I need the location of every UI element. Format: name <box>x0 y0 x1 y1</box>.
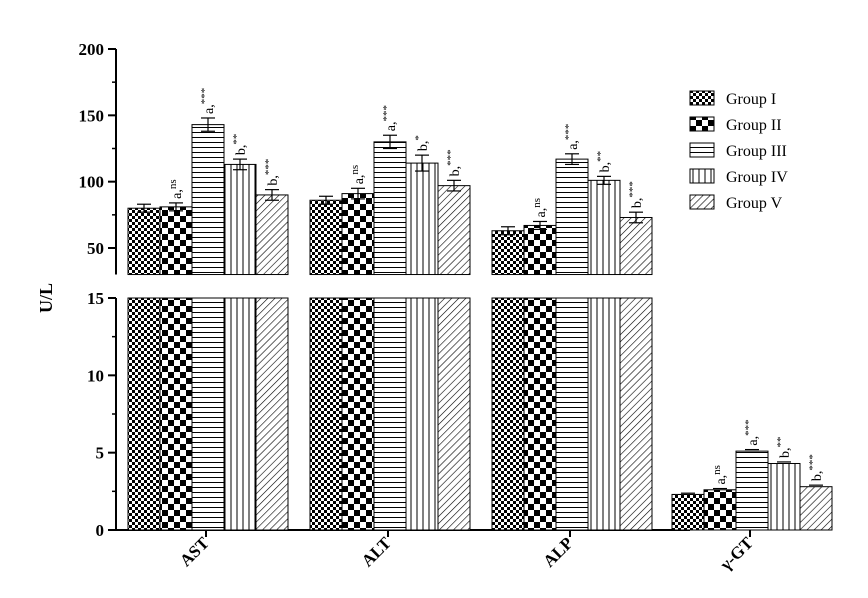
x-tick-label: AST <box>176 533 213 570</box>
significance-label: a,*** <box>381 105 399 131</box>
significance-label: a,ns <box>167 179 185 199</box>
significance-label: a,*** <box>743 419 761 445</box>
y-tick-label: 10 <box>87 366 104 385</box>
bar-lower-segment <box>437 297 471 531</box>
bar <box>619 216 653 276</box>
legend-swatch <box>689 168 715 184</box>
bar <box>341 193 375 276</box>
bar <box>309 199 343 276</box>
bar <box>735 450 769 531</box>
bar <box>703 489 737 531</box>
bar <box>223 163 257 276</box>
y-tick-label: 100 <box>79 173 105 192</box>
bar-lower-segment <box>555 297 589 531</box>
significance-label: b,*** <box>263 159 281 186</box>
bar-lower-segment <box>373 297 407 531</box>
bar <box>127 207 161 276</box>
bar <box>671 493 705 531</box>
significance-label: b,* <box>413 135 431 151</box>
bar-lower-segment <box>587 297 621 531</box>
bar-lower-segment <box>255 297 289 531</box>
bar <box>523 224 557 276</box>
x-tick-label: ALT <box>358 533 396 571</box>
legend-label: Group V <box>726 195 783 212</box>
bar-lower-segment <box>341 297 375 531</box>
y-tick-label: 200 <box>79 40 105 59</box>
significance-label: b,*** <box>627 181 645 208</box>
y-tick-label: 150 <box>79 106 105 125</box>
bar-lower-segment <box>127 297 161 531</box>
x-tick-label: ALP <box>539 533 576 570</box>
y-tick-label: 15 <box>87 289 104 308</box>
bar <box>437 185 471 276</box>
significance-label: a,ns <box>711 465 729 485</box>
bar-lower-segment <box>191 297 225 531</box>
significance-label: a,*** <box>563 124 581 150</box>
bar <box>799 486 833 531</box>
bar-lower-segment <box>309 297 343 531</box>
y-tick-label: 0 <box>96 521 105 540</box>
significance-label: b,** <box>231 134 249 156</box>
bars-layer: a,ns a,*** b,** b,*** a,ns a,*** b,* b,*** a,ns a… <box>127 88 833 531</box>
bar-lower-segment <box>491 297 525 531</box>
y-axis-label: U/L <box>36 283 56 313</box>
legend-swatch <box>689 90 715 106</box>
legend-label: Group II <box>726 117 782 134</box>
y-tick-label: 5 <box>96 444 105 463</box>
legend-label: Group I <box>726 91 776 108</box>
bar <box>491 230 525 276</box>
significance-label: b,** <box>595 151 613 173</box>
legend-swatch <box>689 116 715 132</box>
y-tick-label: 50 <box>87 239 104 258</box>
bar-lower-segment <box>523 297 557 531</box>
bar <box>373 141 407 276</box>
legend: Group I Group II Group III Group IV Group V <box>689 90 788 212</box>
significance-label: a,*** <box>199 88 217 114</box>
legend-label: Group III <box>726 143 787 160</box>
bar <box>587 179 621 276</box>
bar <box>555 158 589 276</box>
significance-label: a,ns <box>531 198 549 218</box>
legend-label: Group IV <box>726 169 788 186</box>
bar-lower-segment <box>159 297 193 531</box>
significance-label: b,** <box>775 436 793 458</box>
bar <box>767 462 801 531</box>
bar-lower-segment <box>223 297 257 531</box>
x-tick-label: γ-GT <box>716 533 758 575</box>
bar <box>191 124 225 276</box>
legend-swatch <box>689 142 715 158</box>
significance-label: a,ns <box>349 165 367 185</box>
bar <box>405 162 439 276</box>
significance-label: b,*** <box>807 454 825 481</box>
significance-label: b,*** <box>445 149 463 176</box>
bar-lower-segment <box>619 297 653 531</box>
legend-swatch <box>689 194 715 210</box>
bar-lower-segment <box>405 297 439 531</box>
bar <box>255 194 289 276</box>
bar <box>159 206 193 276</box>
